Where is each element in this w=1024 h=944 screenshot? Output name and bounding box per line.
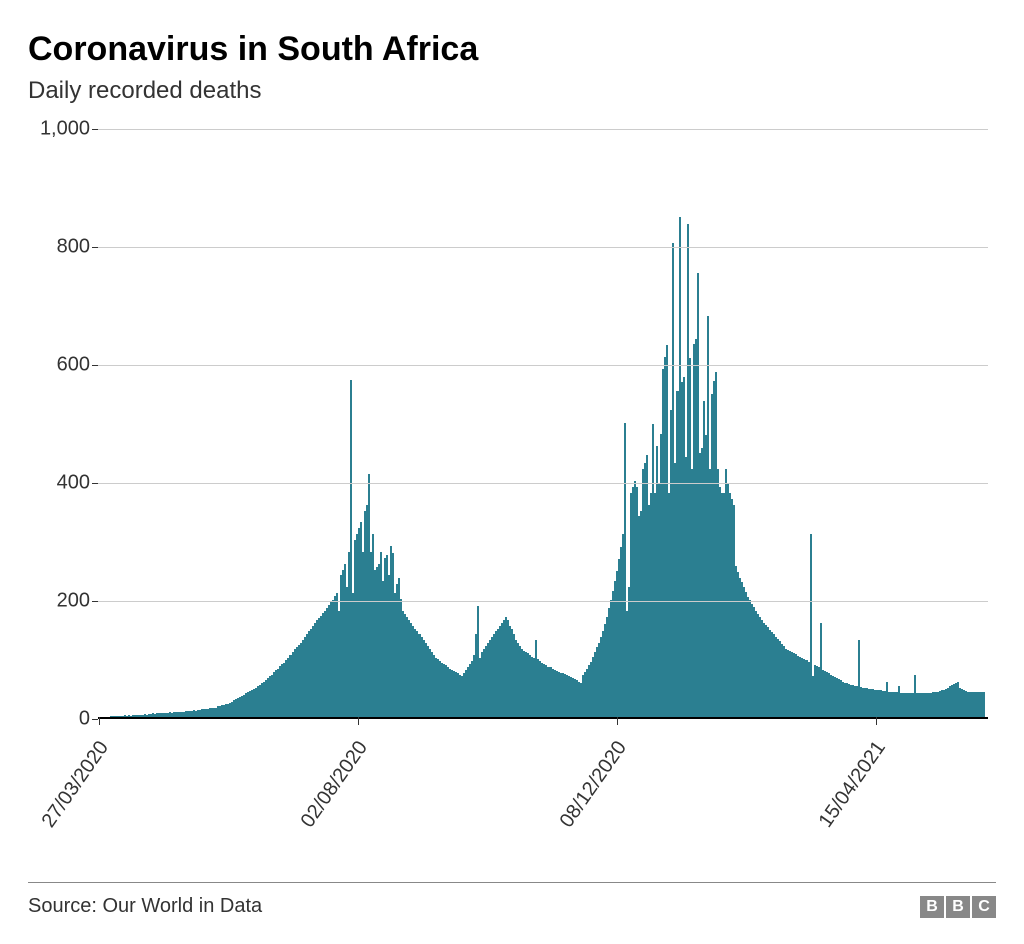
source-label: Source: Our World in Data xyxy=(28,895,262,918)
bar xyxy=(983,692,985,717)
logo-letter: B xyxy=(946,896,970,918)
x-tick xyxy=(99,717,100,725)
gridline xyxy=(98,483,988,484)
x-tick xyxy=(617,717,618,725)
gridline xyxy=(98,601,988,602)
gridline xyxy=(98,129,988,130)
gridline xyxy=(98,247,988,248)
x-axis-label: 08/12/2020 xyxy=(555,737,631,832)
y-axis-label: 1,000 xyxy=(30,118,90,141)
x-axis-label: 15/04/2021 xyxy=(814,737,890,832)
y-axis-label: 200 xyxy=(30,590,90,613)
y-tick xyxy=(92,365,98,366)
bar-series xyxy=(98,129,988,717)
chart-title: Coronavirus in South Africa xyxy=(28,30,996,69)
x-axis-label: 02/08/2020 xyxy=(296,737,372,832)
bbc-logo: B B C xyxy=(920,896,996,918)
y-axis-label: 800 xyxy=(30,236,90,259)
x-tick xyxy=(876,717,877,725)
chart-footer: Source: Our World in Data B B C xyxy=(28,882,996,918)
plot-area xyxy=(98,129,988,719)
y-axis-label: 400 xyxy=(30,472,90,495)
x-tick xyxy=(358,717,359,725)
chart-subtitle: Daily recorded deaths xyxy=(28,77,996,105)
y-tick xyxy=(92,601,98,602)
chart-container: 02004006008001,00027/03/202002/08/202008… xyxy=(28,129,988,809)
y-axis-label: 0 xyxy=(30,708,90,731)
logo-letter: C xyxy=(972,896,996,918)
y-tick xyxy=(92,483,98,484)
y-tick xyxy=(92,719,98,720)
y-tick xyxy=(92,247,98,248)
gridline xyxy=(98,365,988,366)
x-axis-label: 27/03/2020 xyxy=(38,737,114,832)
logo-letter: B xyxy=(920,896,944,918)
y-axis-label: 600 xyxy=(30,354,90,377)
y-tick xyxy=(92,129,98,130)
